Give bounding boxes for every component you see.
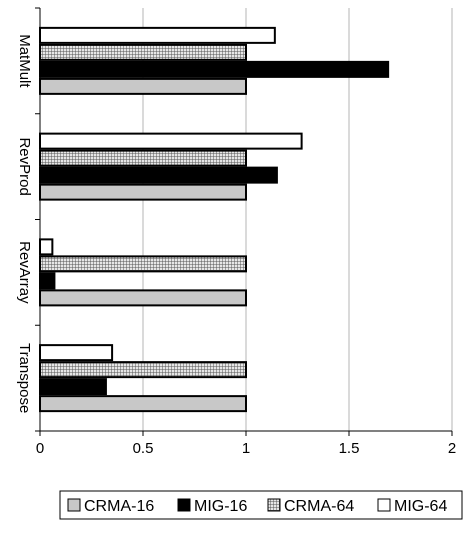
legend-label: CRMA-64 [284, 498, 354, 515]
x-tick-label: 0 [36, 440, 44, 457]
legend-swatch [267, 498, 281, 512]
bar-mig-16-transpose [39, 378, 107, 396]
x-tick-label: 0.5 [133, 440, 154, 457]
legend: CRMA-16 MIG-16 CRMA-64 MIG-64 [59, 490, 463, 520]
bar-mig-64-transpose [39, 344, 114, 362]
bar-mig-16-revprod [39, 166, 278, 184]
legend-swatch [177, 498, 191, 512]
category-label: RevArray [16, 241, 33, 304]
bar-crma-64-revarray [39, 255, 247, 273]
bar-mig-64-revprod [39, 132, 303, 150]
bar-crma-16-revarray [39, 289, 247, 307]
bar-crma-16-revprod [39, 183, 247, 201]
bar-mig-64-revarray [39, 238, 54, 256]
category-labels: MatMult RevProd RevArray Transpose [16, 34, 33, 413]
bars [39, 26, 390, 413]
x-tick-label: 2 [448, 440, 456, 457]
bar-mig-64-matmult [39, 26, 276, 44]
legend-swatch [377, 498, 391, 512]
bar-crma-64-revprod [39, 149, 247, 167]
legend-label: MIG-64 [394, 498, 447, 515]
bar-crma-64-matmult [39, 43, 247, 61]
category-label: RevProd [16, 137, 33, 195]
bar-mig-16-revarray [39, 272, 56, 290]
category-label: MatMult [16, 34, 33, 88]
bar-crma-64-transpose [39, 361, 247, 379]
legend-label: MIG-16 [194, 498, 247, 515]
bar-mig-16-matmult [39, 60, 390, 78]
bar-crma-16-transpose [39, 395, 247, 413]
x-tick-label: 1.5 [339, 440, 360, 457]
category-label: Transpose [16, 343, 33, 413]
legend-box [59, 490, 463, 520]
legend-swatch [67, 498, 81, 512]
bar-crma-16-matmult [39, 77, 247, 95]
x-tick-label: 1 [242, 440, 250, 457]
legend-label: CRMA-16 [84, 498, 154, 515]
x-tick-labels: 0 0.5 1 1.5 2 [36, 440, 456, 457]
